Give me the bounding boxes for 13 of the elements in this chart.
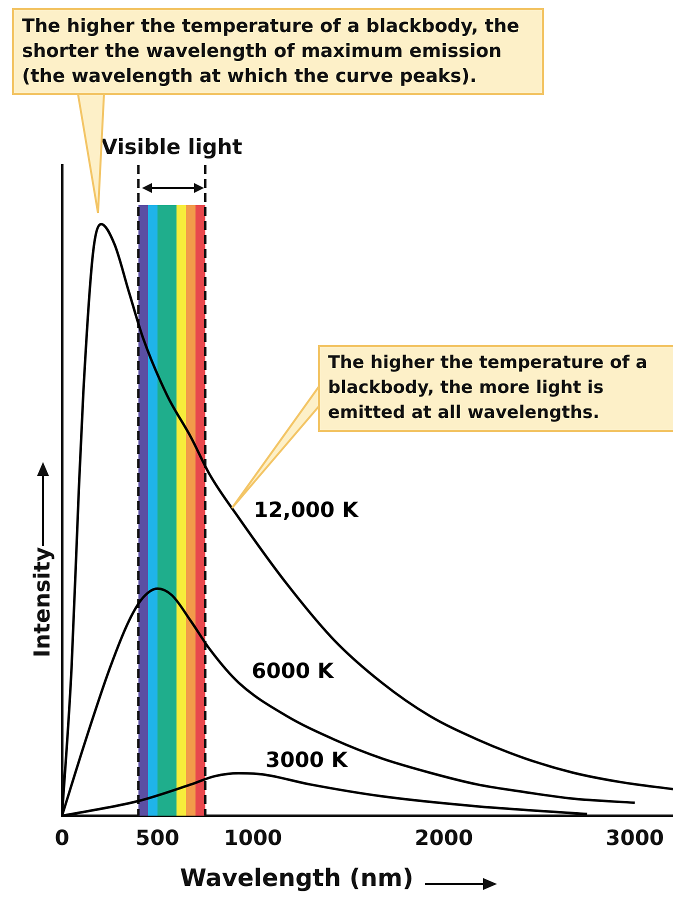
annotation: The higher the temperature of a blackbody, the more light is emitted at all wavelengths. <box>318 345 673 432</box>
x-tick-label: 500 <box>136 826 180 850</box>
series-label: 6000 K <box>252 659 334 684</box>
y-axis-title: Intensity <box>30 547 56 658</box>
x-tick-label: 1000 <box>224 826 282 850</box>
x-tick-label: 0 <box>54 826 70 850</box>
text: The higher the temperature of a blackbody, the shorter the wavelength of maximum emission (the wavelength at which the curve peaks). <box>12 8 544 95</box>
x-axis-title: Wavelength (nm) <box>180 864 414 892</box>
series-label: 3000 K <box>265 748 348 772</box>
band-label: Visible light <box>101 134 242 159</box>
series-label: 12,000 K <box>254 498 359 522</box>
x-tick-label: 3000 <box>606 826 664 850</box>
x-tick-label: 2000 <box>414 826 474 850</box>
